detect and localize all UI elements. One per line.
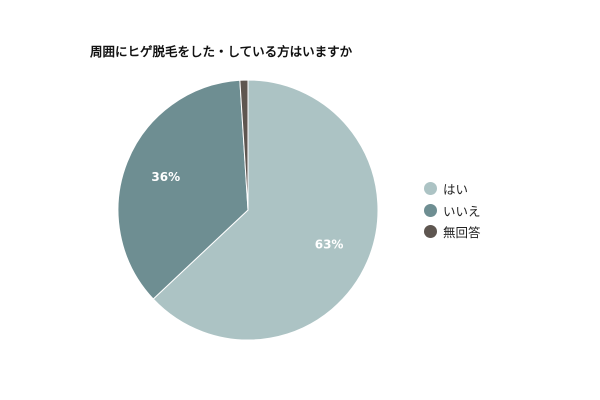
- slice-label-no: 36%: [151, 170, 180, 184]
- legend-swatch-no-answer: [424, 225, 437, 239]
- legend-swatch-no: [424, 203, 437, 217]
- legend: はい いいえ 無回答: [424, 178, 481, 243]
- legend-label-no-answer: 無回答: [443, 225, 481, 241]
- slice-label-yes: 63%: [315, 238, 344, 252]
- legend-item-no: いいえ: [424, 200, 481, 222]
- pie-slice-no-answer: [239, 79, 249, 211]
- legend-label-no: いいえ: [443, 203, 481, 219]
- legend-item-yes: はい: [424, 178, 481, 200]
- legend-swatch-yes: [424, 182, 437, 196]
- chart-title: 周囲にヒゲ脱毛をした・している方はいますか: [90, 44, 353, 59]
- legend-label-yes: はい: [443, 182, 469, 198]
- pie-slice-no: [117, 79, 249, 300]
- legend-item-no-answer: 無回答: [424, 221, 481, 243]
- pie-slice-yes: [152, 79, 379, 341]
